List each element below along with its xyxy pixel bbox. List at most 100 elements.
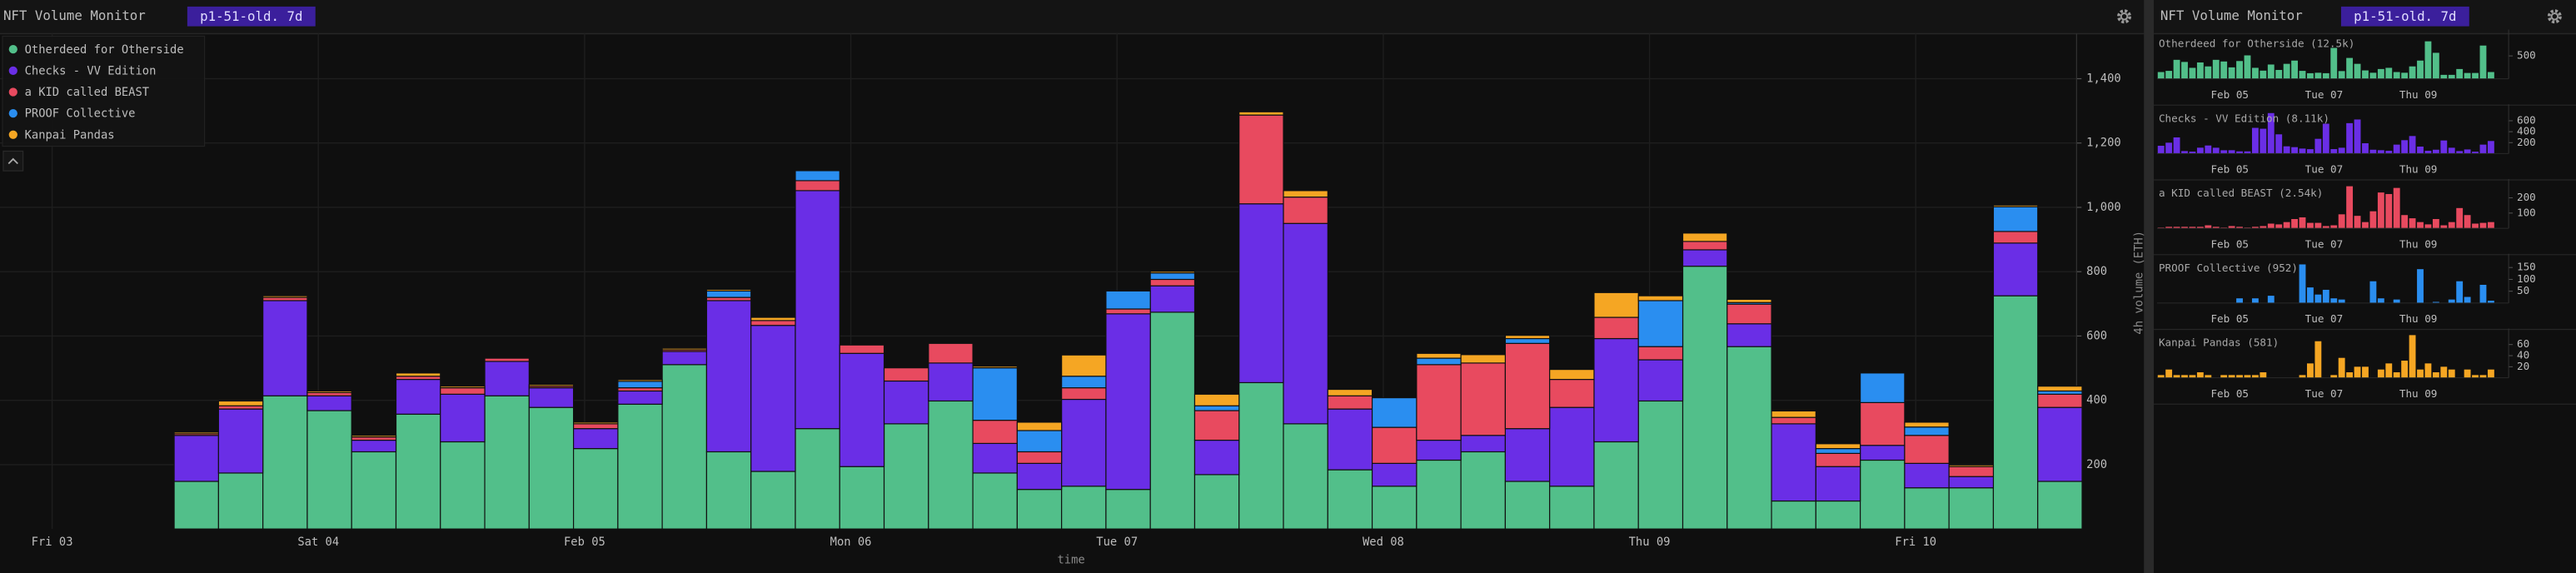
mini-bar bbox=[2432, 301, 2439, 303]
y-tick-label: 1,000 bbox=[2086, 201, 2121, 214]
bar-segment bbox=[217, 472, 264, 530]
bar-segment bbox=[395, 372, 441, 377]
legend-swatch bbox=[8, 45, 17, 54]
mini-bar bbox=[2369, 149, 2377, 154]
bar-segment bbox=[1105, 308, 1151, 315]
mini-bar bbox=[2432, 219, 2439, 229]
panel-badge-text[interactable]: p1-51-old. 7d bbox=[2354, 8, 2456, 24]
bar-segment bbox=[661, 347, 708, 351]
mini-bar bbox=[2479, 45, 2487, 79]
mini-bar bbox=[2314, 72, 2322, 79]
mini-bar bbox=[2330, 375, 2338, 378]
bar-segment bbox=[484, 361, 530, 396]
bar-segment bbox=[883, 367, 929, 382]
bar-segment bbox=[262, 395, 308, 530]
mini-bar bbox=[2354, 119, 2361, 154]
bar-segment bbox=[1904, 435, 1950, 464]
mini-bar bbox=[2205, 145, 2212, 154]
mini-y-tick-label: 40 bbox=[2517, 349, 2529, 361]
badge-text[interactable]: p1-51-old. 7d bbox=[200, 8, 302, 24]
bar-segment bbox=[928, 362, 974, 402]
bar-segment bbox=[484, 357, 530, 362]
bar-segment bbox=[1238, 381, 1284, 530]
mini-bar bbox=[2479, 375, 2487, 378]
mini-bar bbox=[2385, 151, 2393, 154]
y-axis-label: 4h volume (ETH) bbox=[2132, 231, 2145, 335]
bar-segment bbox=[1948, 487, 1995, 530]
mini-panels: Otherdeed for Otherside (12.5k) 500 Feb 05… bbox=[2154, 29, 2576, 405]
mini-bar bbox=[2181, 227, 2188, 229]
x-tick-label: Mon 06 bbox=[830, 536, 872, 549]
bar-segment bbox=[1682, 249, 1728, 267]
bar-segment bbox=[1726, 323, 1772, 347]
mini-bar bbox=[2464, 149, 2471, 154]
bar-segment bbox=[795, 180, 840, 192]
bar-segment bbox=[661, 364, 708, 530]
mini-bar bbox=[2487, 141, 2494, 154]
bar-segment bbox=[1283, 423, 1328, 530]
mini-bar bbox=[2393, 187, 2400, 229]
panel-settings-icon[interactable] bbox=[2547, 9, 2562, 24]
mini-bar bbox=[2393, 299, 2400, 303]
mini-bar bbox=[2275, 224, 2283, 229]
badge[interactable] bbox=[187, 6, 316, 27]
mini-bar bbox=[2189, 152, 2196, 154]
bar-segment bbox=[795, 170, 840, 182]
bar-segment bbox=[1193, 405, 1240, 411]
bar-segment bbox=[1637, 295, 1684, 301]
mini-y-tick-label: 100 bbox=[2517, 272, 2536, 285]
bar-segment bbox=[1371, 396, 1418, 428]
mini-bar bbox=[2432, 372, 2439, 378]
bar-segment bbox=[306, 390, 352, 393]
bar-segment bbox=[1105, 313, 1151, 491]
mini-bar bbox=[2448, 222, 2455, 229]
mini-bar bbox=[2314, 294, 2322, 303]
mini-x-tick-label: Thu 09 bbox=[2399, 237, 2438, 250]
panel-badge[interactable] bbox=[2340, 6, 2469, 27]
bar-segment bbox=[440, 386, 486, 389]
bar-segment bbox=[1460, 435, 1506, 453]
mini-bar bbox=[2196, 372, 2204, 378]
mini-bar bbox=[2189, 67, 2196, 79]
collapse-button[interactable] bbox=[2, 150, 24, 172]
mini-bar bbox=[2251, 298, 2259, 303]
bar-segment bbox=[1815, 443, 1861, 450]
mini-bar bbox=[2369, 281, 2377, 303]
x-tick-label: Thu 09 bbox=[1629, 536, 1671, 549]
mini-bar bbox=[2228, 150, 2235, 154]
mini-bar bbox=[2322, 226, 2329, 229]
mini-bar bbox=[2456, 207, 2464, 229]
bar-segment bbox=[661, 351, 708, 366]
bar-segment bbox=[1593, 337, 1639, 443]
bar-segment bbox=[750, 325, 796, 472]
mini-bar bbox=[2424, 41, 2432, 79]
mini-bar bbox=[2251, 227, 2259, 229]
bars bbox=[173, 111, 2083, 530]
mini-bar bbox=[2479, 284, 2487, 303]
mini-bar bbox=[2173, 227, 2180, 229]
x-tick-label: Sat 04 bbox=[297, 536, 339, 549]
mini-bar bbox=[2338, 71, 2345, 79]
mini-y-tick-label: 200 bbox=[2517, 191, 2536, 203]
bar-segment bbox=[750, 320, 796, 326]
mini-bar bbox=[2448, 369, 2455, 378]
bar-segment bbox=[1061, 387, 1107, 401]
mini-bar bbox=[2369, 72, 2377, 79]
bar-segment bbox=[262, 300, 308, 396]
bar-segment bbox=[1460, 362, 1506, 436]
splitter[interactable] bbox=[2144, 0, 2155, 573]
mini-x-tick-label: Feb 05 bbox=[2210, 312, 2249, 325]
mini-title: PROOF Collective (952) bbox=[2159, 262, 2298, 274]
mini-bar bbox=[2346, 372, 2354, 378]
mini-bar bbox=[2299, 264, 2306, 303]
settings-icon[interactable] bbox=[2117, 9, 2132, 24]
mini-bar bbox=[2291, 147, 2298, 154]
bar-segment bbox=[573, 421, 619, 425]
bar-segment bbox=[1460, 451, 1506, 530]
bar-segment bbox=[839, 344, 885, 354]
mini-bar bbox=[2409, 335, 2416, 378]
bar-segment bbox=[1904, 462, 1950, 489]
bar-segment bbox=[1238, 203, 1284, 384]
bar-segment bbox=[1549, 486, 1595, 530]
